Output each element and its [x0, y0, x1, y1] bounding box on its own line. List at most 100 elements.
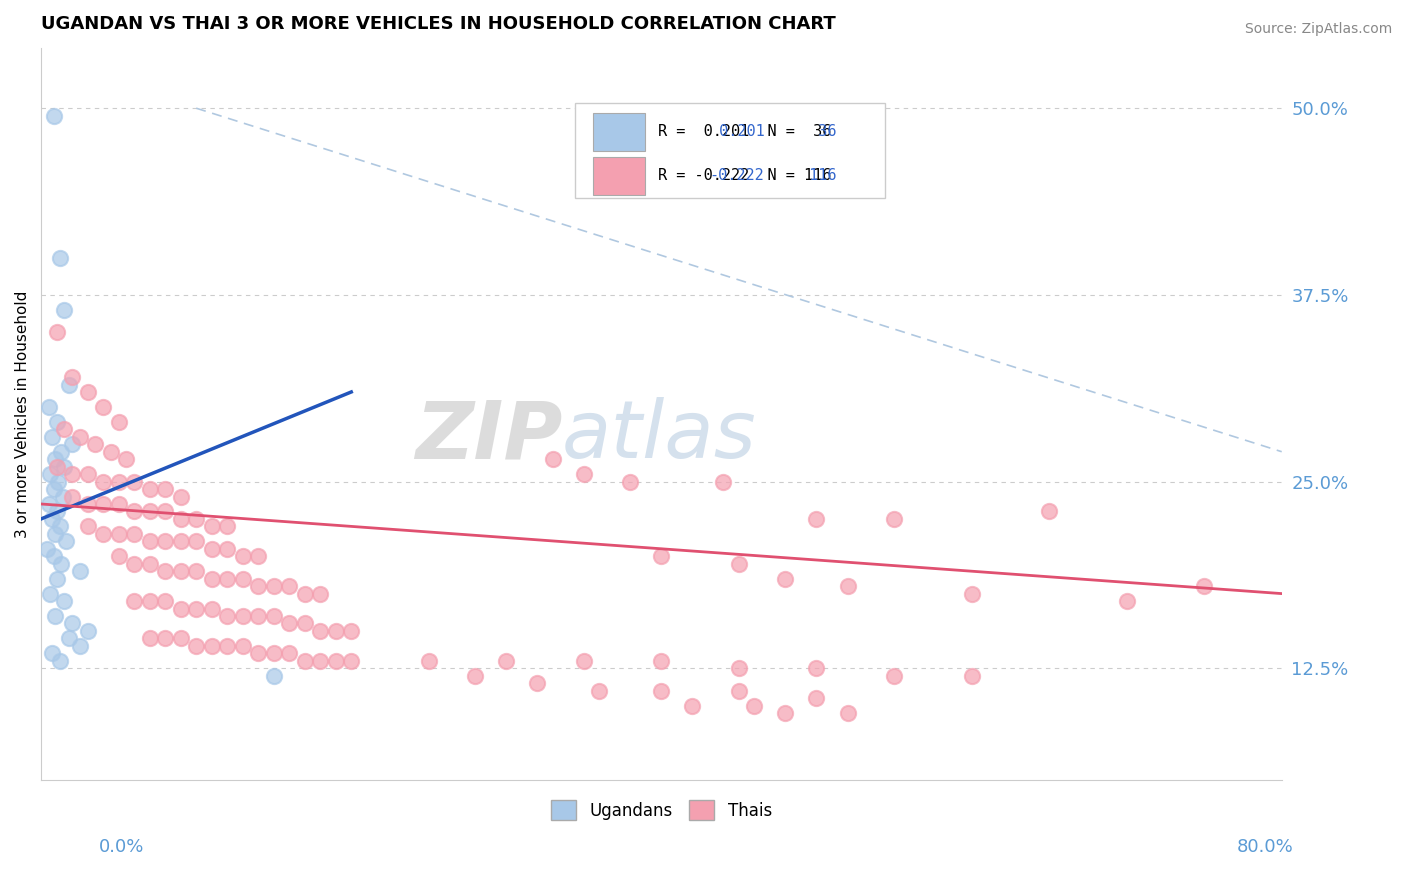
Point [1192, 579, 1215, 593]
Point [232, 549, 254, 564]
Point [44, 452, 66, 467]
Point [217, 572, 239, 586]
Text: ZIP: ZIP [415, 397, 562, 475]
Point [58, 377, 80, 392]
Point [122, 475, 145, 489]
Point [1038, 504, 1060, 518]
Point [713, 475, 735, 489]
Point [100, 444, 122, 458]
Point [728, 557, 751, 571]
Point [170, 632, 193, 646]
Point [263, 609, 285, 624]
Point [186, 512, 208, 526]
Point [48, 519, 70, 533]
Point [186, 564, 208, 578]
Point [122, 594, 145, 608]
Point [186, 639, 208, 653]
Point [45, 325, 67, 339]
Point [263, 646, 285, 660]
Text: UGANDAN VS THAI 3 OR MORE VEHICLES IN HOUSEHOLD CORRELATION CHART: UGANDAN VS THAI 3 OR MORE VEHICLES IN HO… [41, 15, 835, 33]
Text: 116: 116 [800, 168, 837, 183]
Point [217, 519, 239, 533]
Point [69, 639, 91, 653]
Point [464, 669, 486, 683]
Point [309, 654, 332, 668]
Point [201, 572, 224, 586]
Point [42, 109, 65, 123]
Point [806, 691, 828, 706]
Point [650, 683, 672, 698]
Point [186, 601, 208, 615]
Point [60, 437, 83, 451]
Point [41, 646, 63, 660]
Point [153, 482, 176, 496]
Point [418, 654, 440, 668]
Point [48, 654, 70, 668]
Point [650, 549, 672, 564]
Point [138, 594, 160, 608]
Point [201, 519, 224, 533]
Point [42, 549, 65, 564]
Point [76, 519, 98, 533]
Point [217, 609, 239, 624]
Point [84, 437, 107, 451]
Text: 0.0%: 0.0% [98, 838, 143, 856]
Point [55, 534, 77, 549]
Point [201, 601, 224, 615]
Point [170, 534, 193, 549]
Point [153, 564, 176, 578]
Point [122, 504, 145, 518]
Point [138, 557, 160, 571]
Point [91, 475, 114, 489]
Point [39, 467, 62, 482]
Point [76, 384, 98, 399]
Point [76, 624, 98, 638]
Point [217, 639, 239, 653]
Point [247, 549, 270, 564]
Point [107, 475, 129, 489]
Point [138, 534, 160, 549]
Point [38, 497, 60, 511]
Point [122, 557, 145, 571]
Point [76, 467, 98, 482]
Point [76, 497, 98, 511]
Point [883, 669, 905, 683]
Point [837, 579, 859, 593]
Point [138, 482, 160, 496]
Point [51, 444, 73, 458]
Point [728, 661, 751, 675]
Point [170, 490, 193, 504]
Point [170, 601, 193, 615]
Point [247, 646, 270, 660]
Point [138, 504, 160, 518]
Point [41, 430, 63, 444]
Text: Source: ZipAtlas.com: Source: ZipAtlas.com [1244, 22, 1392, 37]
Point [232, 572, 254, 586]
Point [294, 586, 316, 600]
Point [115, 452, 138, 467]
Point [91, 526, 114, 541]
Point [107, 497, 129, 511]
Point [153, 632, 176, 646]
Text: 0.201: 0.201 [710, 124, 765, 139]
Text: -0.222: -0.222 [710, 168, 765, 183]
Point [278, 616, 301, 631]
Point [91, 497, 114, 511]
Point [48, 251, 70, 265]
Point [170, 512, 193, 526]
Point [53, 459, 76, 474]
Point [170, 564, 193, 578]
Point [526, 676, 548, 690]
Point [294, 654, 316, 668]
Point [41, 512, 63, 526]
Point [340, 624, 363, 638]
Point [325, 654, 347, 668]
Point [232, 609, 254, 624]
Point [837, 706, 859, 720]
Point [45, 415, 67, 429]
Point [60, 370, 83, 384]
Point [775, 706, 797, 720]
Point [572, 467, 595, 482]
Text: 36: 36 [800, 124, 837, 139]
Point [53, 422, 76, 436]
